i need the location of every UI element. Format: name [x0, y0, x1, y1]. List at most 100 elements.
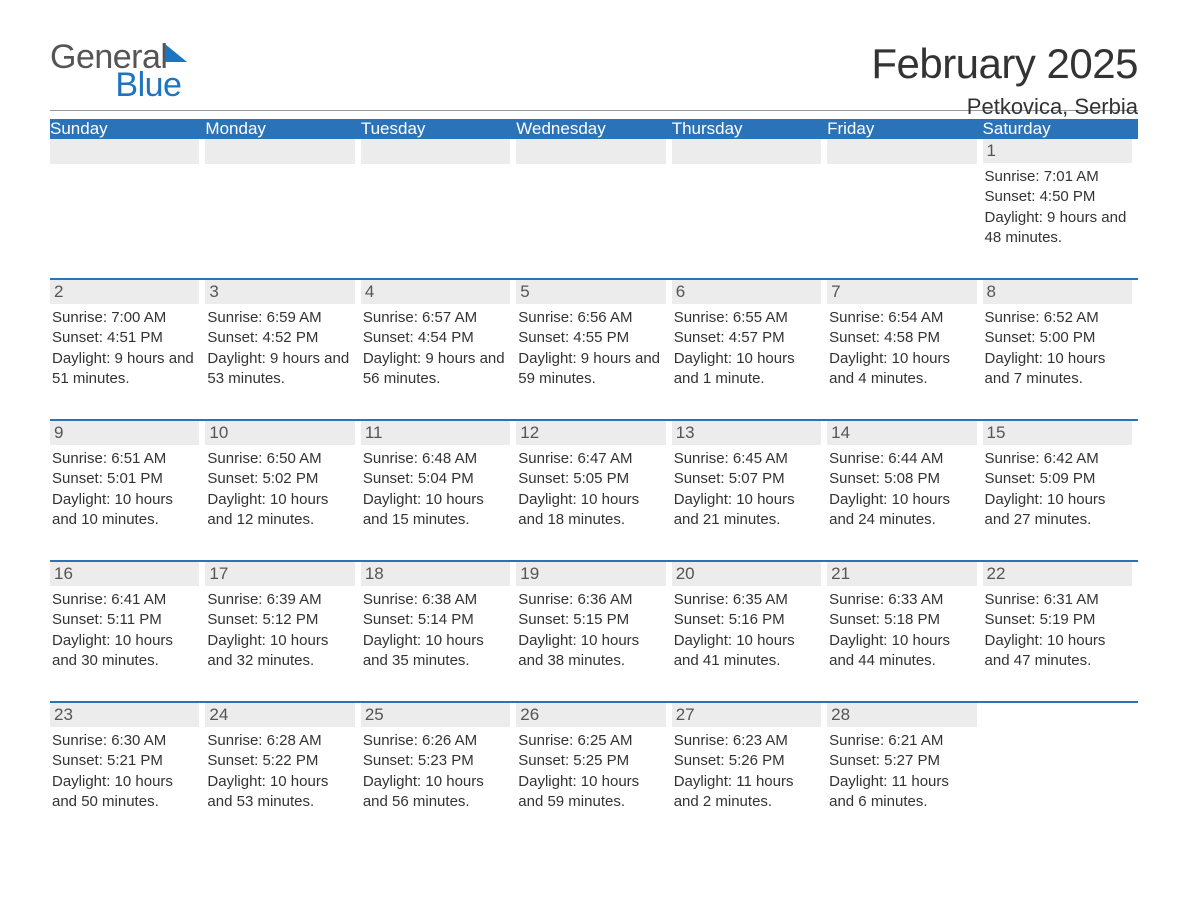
daylight-text: Daylight: 10 hours and 59 minutes.	[518, 772, 661, 813]
day-number: 1	[983, 139, 1132, 163]
sunset-text: Sunset: 5:01 PM	[52, 469, 195, 489]
empty-day-bar	[672, 139, 821, 164]
empty-day-cell	[672, 139, 827, 252]
sunrise-text: Sunrise: 6:31 AM	[985, 590, 1128, 610]
day-cell: 28Sunrise: 6:21 AMSunset: 5:27 PMDayligh…	[827, 703, 982, 816]
sunrise-text: Sunrise: 7:00 AM	[52, 308, 195, 328]
day-number: 21	[827, 562, 976, 586]
day-details: Sunrise: 6:31 AMSunset: 5:19 PMDaylight:…	[983, 590, 1132, 671]
day-cell: 12 Sunrise: 6:47 AMSunset: 5:05 PMDayligh…	[516, 421, 671, 534]
weeks-container: 1Sunrise: 7:01 AMSunset: 4:50 PMDaylight…	[50, 139, 1138, 816]
sunrise-text: Sunrise: 6:21 AM	[829, 731, 972, 751]
day-cell: 22Sunrise: 6:31 AMSunset: 5:19 PMDayligh…	[983, 562, 1138, 675]
day-details: Sunrise: 6:33 AMSunset: 5:18 PMDaylight:…	[827, 590, 976, 671]
weekday-header: Saturday	[983, 119, 1138, 139]
sunset-text: Sunset: 4:54 PM	[363, 328, 506, 348]
day-number: 18	[361, 562, 510, 586]
daylight-text: Daylight: 10 hours and 12 minutes.	[207, 490, 350, 531]
sunset-text: Sunset: 5:18 PM	[829, 610, 972, 630]
day-details: Sunrise: 6:38 AMSunset: 5:14 PMDaylight:…	[361, 590, 510, 671]
day-cell: 26Sunrise: 6:25 AMSunset: 5:25 PMDayligh…	[516, 703, 671, 816]
weekday-header: Thursday	[672, 119, 827, 139]
weekday-header: Sunday	[50, 119, 205, 139]
day-cell: 6Sunrise: 6:55 AMSunset: 4:57 PMDaylight…	[672, 280, 827, 393]
day-cell: 21 Sunrise: 6:33 AMSunset: 5:18 PMDayligh…	[827, 562, 982, 675]
empty-day-cell	[50, 139, 205, 252]
day-details: Sunrise: 6:55 AMSunset: 4:57 PMDaylight:…	[672, 308, 821, 389]
sunset-text: Sunset: 5:21 PM	[52, 751, 195, 771]
day-cell: 2 Sunrise: 7:00 AMSunset: 4:51 PMDaylight…	[50, 280, 205, 393]
sunset-text: Sunset: 5:23 PM	[363, 751, 506, 771]
sunrise-text: Sunrise: 6:48 AM	[363, 449, 506, 469]
empty-day-cell	[361, 139, 516, 252]
day-cell: 4 Sunrise: 6:57 AMSunset: 4:54 PMDaylight…	[361, 280, 516, 393]
daylight-text: Daylight: 10 hours and 15 minutes.	[363, 490, 506, 531]
daylight-text: Daylight: 11 hours and 6 minutes.	[829, 772, 972, 813]
daylight-text: Daylight: 10 hours and 50 minutes.	[52, 772, 195, 813]
day-number: 12	[516, 421, 665, 445]
weekday-header: Tuesday	[361, 119, 516, 139]
day-cell: 25Sunrise: 6:26 AMSunset: 5:23 PMDayligh…	[361, 703, 516, 816]
daylight-text: Daylight: 10 hours and 1 minute.	[674, 349, 817, 390]
day-cell: 19Sunrise: 6:36 AMSunset: 5:15 PMDayligh…	[516, 562, 671, 675]
day-cell: 7Sunrise: 6:54 AMSunset: 4:58 PMDaylight…	[827, 280, 982, 393]
calendar-page: General Blue February 2025 Petkovica, Se…	[0, 0, 1188, 856]
day-details: Sunrise: 7:00 AMSunset: 4:51 PMDaylight:…	[50, 308, 199, 389]
week-row: 2Sunrise: 7:00 AMSunset: 4:51 PMDaylight…	[50, 280, 1138, 393]
day-number: 10	[205, 421, 354, 445]
day-number: 4	[361, 280, 510, 304]
sunset-text: Sunset: 5:16 PM	[674, 610, 817, 630]
sunrise-text: Sunrise: 6:30 AM	[52, 731, 195, 751]
day-number: 28	[827, 703, 976, 727]
daylight-text: Daylight: 9 hours and 48 minutes.	[985, 208, 1128, 249]
day-details: Sunrise: 6:57 AMSunset: 4:54 PMDaylight:…	[361, 308, 510, 389]
day-number: 13	[672, 421, 821, 445]
day-cell: 17 Sunrise: 6:39 AMSunset: 5:12 PMDayligh…	[205, 562, 360, 675]
daylight-text: Daylight: 10 hours and 53 minutes.	[207, 772, 350, 813]
sunset-text: Sunset: 4:51 PM	[52, 328, 195, 348]
day-details: Sunrise: 6:48 AMSunset: 5:04 PMDaylight:…	[361, 449, 510, 530]
sunset-text: Sunset: 4:50 PM	[985, 187, 1128, 207]
day-number: 24	[205, 703, 354, 727]
daylight-text: Daylight: 9 hours and 53 minutes.	[207, 349, 350, 390]
day-details: Sunrise: 6:42 AMSunset: 5:09 PMDaylight:…	[983, 449, 1132, 530]
day-number: 16	[50, 562, 199, 586]
day-details: Sunrise: 6:47 AMSunset: 5:05 PMDaylight:…	[516, 449, 665, 530]
location-label: Petkovica, Serbia	[871, 94, 1138, 120]
day-details: Sunrise: 6:56 AMSunset: 4:55 PMDaylight:…	[516, 308, 665, 389]
empty-day-cell	[983, 703, 1138, 816]
daylight-text: Daylight: 10 hours and 32 minutes.	[207, 631, 350, 672]
day-details: Sunrise: 6:25 AMSunset: 5:25 PMDaylight:…	[516, 731, 665, 812]
day-number: 17	[205, 562, 354, 586]
day-number: 20	[672, 562, 821, 586]
sunrise-text: Sunrise: 6:25 AM	[518, 731, 661, 751]
day-number: 19	[516, 562, 665, 586]
daylight-text: Daylight: 10 hours and 21 minutes.	[674, 490, 817, 531]
daylight-text: Daylight: 10 hours and 7 minutes.	[985, 349, 1128, 390]
daylight-text: Daylight: 10 hours and 35 minutes.	[363, 631, 506, 672]
daylight-text: Daylight: 11 hours and 2 minutes.	[674, 772, 817, 813]
daylight-text: Daylight: 10 hours and 38 minutes.	[518, 631, 661, 672]
sunrise-text: Sunrise: 7:01 AM	[985, 167, 1128, 187]
day-cell: 5 Sunrise: 6:56 AMSunset: 4:55 PMDaylight…	[516, 280, 671, 393]
sunrise-text: Sunrise: 6:38 AM	[363, 590, 506, 610]
day-number: 5	[516, 280, 665, 304]
day-details: Sunrise: 7:01 AMSunset: 4:50 PMDaylight:…	[983, 167, 1132, 248]
title-block: February 2025 Petkovica, Serbia	[871, 40, 1138, 120]
sunset-text: Sunset: 4:57 PM	[674, 328, 817, 348]
daylight-text: Daylight: 9 hours and 51 minutes.	[52, 349, 195, 390]
day-cell: 20Sunrise: 6:35 AMSunset: 5:16 PMDayligh…	[672, 562, 827, 675]
sunrise-text: Sunrise: 6:35 AM	[674, 590, 817, 610]
day-cell: 14Sunrise: 6:44 AMSunset: 5:08 PMDayligh…	[827, 421, 982, 534]
day-number: 2	[50, 280, 199, 304]
day-cell: 9Sunrise: 6:51 AMSunset: 5:01 PMDaylight…	[50, 421, 205, 534]
empty-day-cell	[516, 139, 671, 252]
daylight-text: Daylight: 10 hours and 30 minutes.	[52, 631, 195, 672]
day-details: Sunrise: 6:39 AMSunset: 5:12 PMDaylight:…	[205, 590, 354, 671]
empty-day-bar	[50, 139, 199, 164]
sunrise-text: Sunrise: 6:50 AM	[207, 449, 350, 469]
sunrise-text: Sunrise: 6:36 AM	[518, 590, 661, 610]
sunrise-text: Sunrise: 6:54 AM	[829, 308, 972, 328]
day-cell: 27Sunrise: 6:23 AMSunset: 5:26 PMDayligh…	[672, 703, 827, 816]
day-number: 15	[983, 421, 1132, 445]
